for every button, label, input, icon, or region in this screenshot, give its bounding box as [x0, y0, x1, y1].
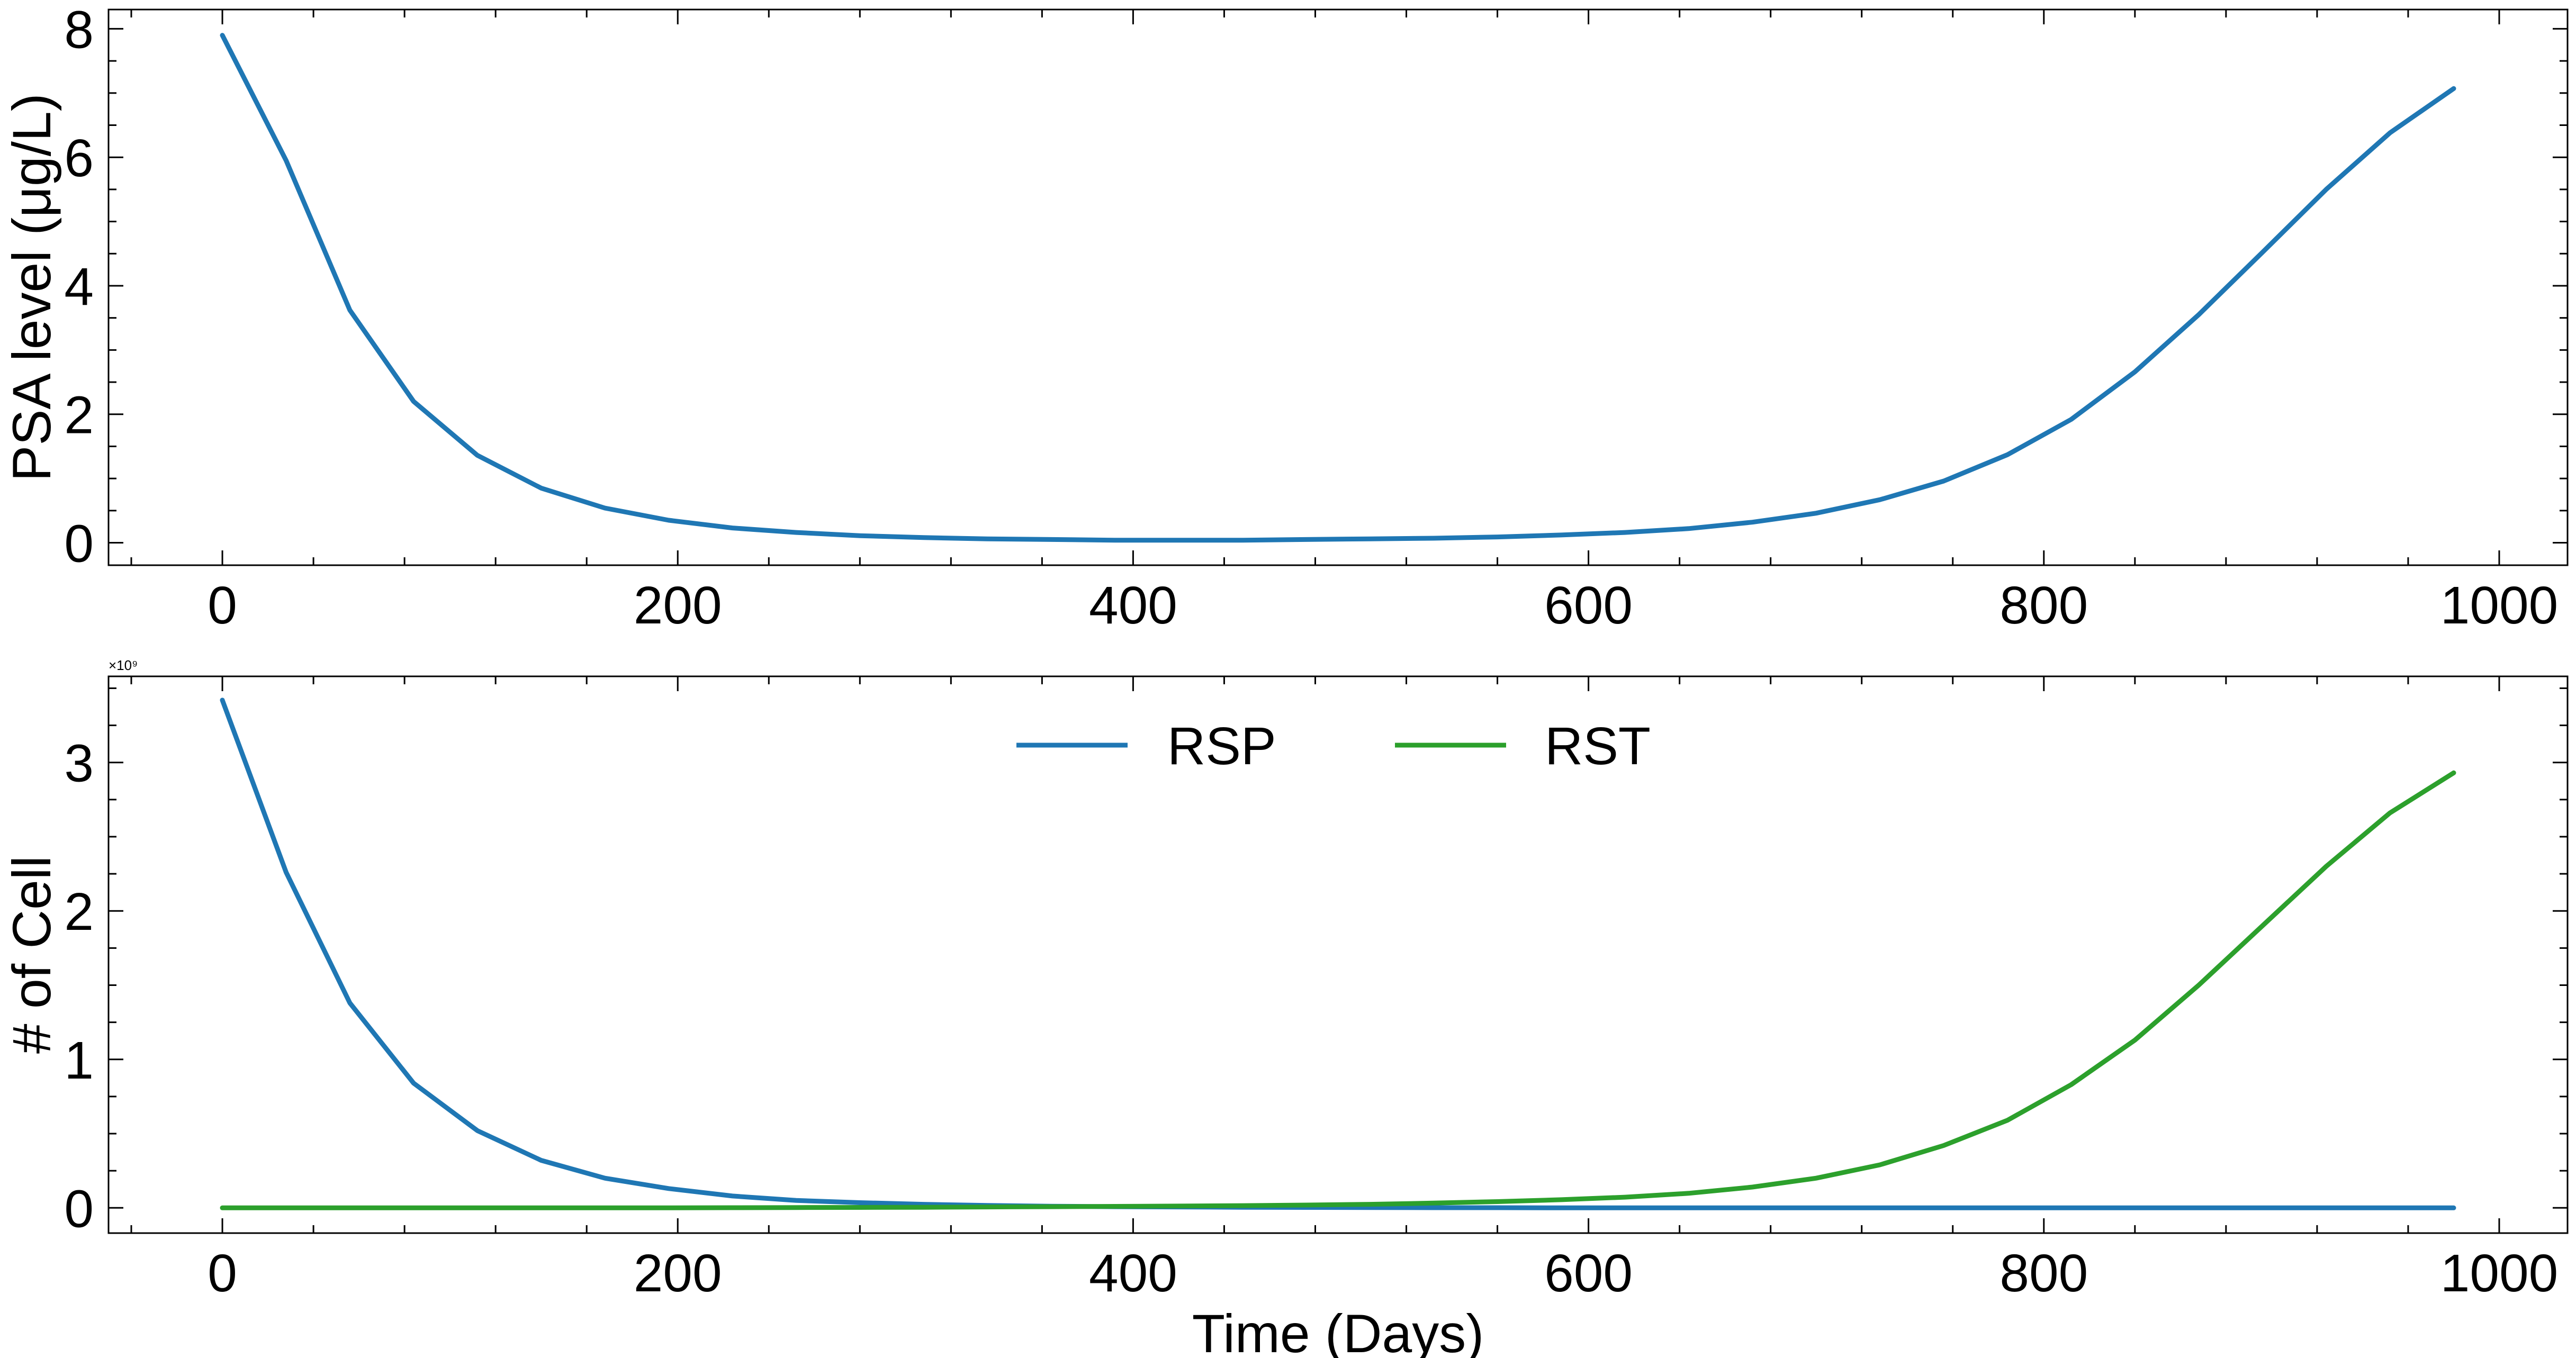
x-tick-label: 800 [1999, 1244, 2088, 1303]
plot-frame [107, 8, 2569, 566]
x-tick-label: 1000 [2440, 1244, 2558, 1303]
y-axis-label: # of Cell [2, 856, 62, 1054]
cell-count-panel: 0 200 400 600 800 1000 0 1 2 3 # of Cell Time (Days… [2, 657, 2569, 1358]
legend-label: RSP [1167, 717, 1276, 776]
y-tick-label: 6 [64, 129, 94, 188]
y-tick-label: 0 [64, 1179, 94, 1238]
x-tick-label: 800 [1999, 576, 2088, 635]
series-line-rsp [220, 698, 2456, 1210]
y-tick-label: 0 [64, 514, 94, 574]
y-tick-label: 8 [64, 0, 94, 59]
legend-label: RST [1545, 717, 1651, 776]
y-axis-label: PSA level (μg/L) [2, 93, 62, 481]
x-tick-label: 200 [634, 576, 722, 635]
y-tick-label: 2 [64, 386, 94, 445]
x-tick-label: 600 [1544, 1244, 1633, 1303]
legend-item-rst: RST [1395, 717, 1651, 776]
x-tick-label: 1000 [2440, 576, 2558, 635]
x-tick-label: 400 [1089, 576, 1177, 635]
y-tick-label: 3 [64, 734, 94, 793]
x-tick-label: 0 [208, 576, 237, 635]
y-tick-label: 4 [64, 257, 94, 316]
y-tick-label: 1 [64, 1031, 94, 1090]
legend-item-rsp: RSP [1016, 717, 1276, 776]
x-tick-label: 600 [1544, 576, 1633, 635]
x-axis-label: Time (Days) [1192, 1303, 1484, 1358]
x-tick-label: 0 [208, 1244, 237, 1303]
series-line-rst [220, 770, 2456, 1210]
y-tick-label: 2 [64, 882, 94, 941]
plot-frame [107, 675, 2569, 1234]
y-multiplier-label: ×10⁹ [109, 657, 138, 673]
series-line [220, 33, 2456, 543]
x-tick-label: 400 [1089, 1244, 1177, 1303]
x-tick-label: 200 [634, 1244, 722, 1303]
